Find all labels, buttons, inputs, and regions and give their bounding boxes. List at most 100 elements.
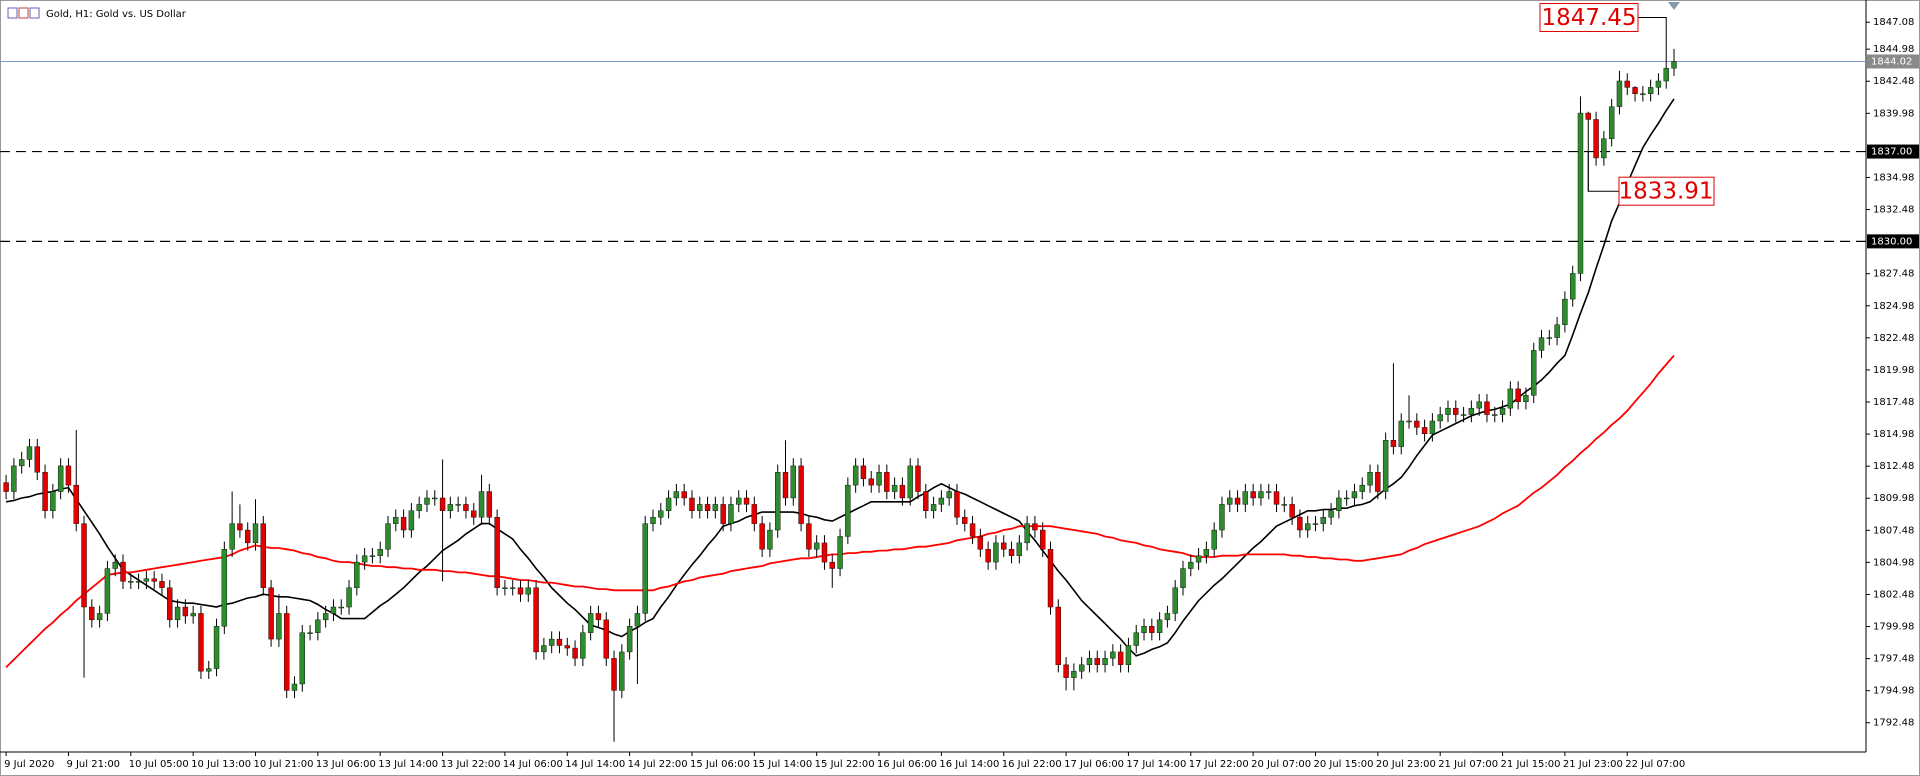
candle-body	[821, 542, 828, 563]
candle-body	[884, 472, 890, 492]
candle-body	[1608, 106, 1615, 139]
x-tick-label: 9 Jul 2020	[4, 759, 54, 770]
candle-body	[1312, 523, 1319, 525]
candle-body	[135, 581, 142, 583]
candle-body	[260, 523, 267, 588]
candle-body	[665, 497, 672, 511]
candle-body	[245, 529, 251, 544]
y-tick-label: 1812.48	[1873, 461, 1914, 472]
y-tick-label: 1839.98	[1873, 108, 1914, 119]
x-tick-label: 17 Jul 06:00	[1064, 759, 1124, 770]
y-tick-label: 1844.98	[1873, 44, 1914, 55]
candle-body	[1562, 298, 1568, 325]
x-tick-label: 9 Jul 21:00	[66, 759, 120, 770]
candle-body	[190, 613, 196, 617]
candle-body	[1211, 529, 1217, 550]
candle-body	[198, 613, 204, 672]
x-tick-label: 14 Jul 14:00	[565, 759, 625, 770]
x-tick-label: 17 Jul 22:00	[1189, 759, 1249, 770]
candle-body	[993, 542, 999, 563]
symbol-icon	[7, 7, 40, 19]
candle-body	[899, 484, 906, 499]
x-tick-label: 16 Jul 22:00	[1002, 759, 1062, 770]
candle-body	[322, 613, 329, 621]
candle-body	[1414, 420, 1420, 428]
candle-body	[502, 587, 508, 589]
candle-body	[806, 523, 812, 550]
y-tick-label: 1819.98	[1873, 365, 1914, 376]
x-tick-label: 15 Jul 14:00	[752, 759, 812, 770]
candle-body	[1343, 497, 1350, 500]
x-tick-label: 20 Jul 23:00	[1376, 759, 1436, 770]
candle-body	[1593, 119, 1599, 159]
candle-body	[221, 549, 228, 627]
candle-body	[533, 587, 539, 653]
candle-body	[1266, 491, 1272, 493]
candle-body	[1188, 561, 1194, 569]
candle-body	[50, 491, 56, 511]
candle-body	[541, 645, 547, 653]
candle-body	[1429, 420, 1436, 435]
candle-body	[1063, 664, 1069, 678]
candle-body	[167, 587, 173, 621]
candle-body	[439, 497, 446, 511]
candle-body	[1375, 472, 1381, 492]
candle-body	[767, 529, 773, 550]
candle-body	[237, 523, 243, 531]
candle-body	[447, 504, 454, 511]
candle-body	[868, 478, 874, 486]
y-tick-label: 1807.48	[1873, 525, 1914, 536]
candle-body	[977, 536, 984, 550]
candle-body	[268, 587, 274, 640]
candle-body	[1117, 651, 1124, 665]
candle-body	[650, 517, 656, 524]
candle-body	[510, 587, 516, 589]
candle-body	[1016, 542, 1023, 556]
x-tick-label: 16 Jul 14:00	[939, 759, 999, 770]
candle-body	[782, 472, 789, 499]
candle-body	[1569, 273, 1576, 300]
candle-body	[1094, 658, 1100, 665]
x-tick-label: 14 Jul 06:00	[503, 759, 563, 770]
candle-body	[728, 504, 734, 524]
x-tick-label: 20 Jul 15:00	[1313, 759, 1373, 770]
x-tick-label: 13 Jul 14:00	[378, 759, 438, 770]
candle-body	[736, 497, 742, 505]
candle-body	[743, 497, 750, 505]
candle-body	[494, 517, 500, 588]
candle-body	[1281, 504, 1288, 506]
candle-body	[1351, 491, 1358, 499]
candle-body	[1320, 517, 1326, 524]
candle-body	[860, 465, 867, 479]
candle-body	[463, 504, 469, 511]
candle-body	[697, 504, 703, 511]
candle-body	[174, 606, 181, 621]
y-tick-label: 1817.48	[1873, 397, 1914, 408]
candle-body	[1055, 606, 1061, 665]
x-tick-label: 17 Jul 14:00	[1126, 759, 1186, 770]
candle-body	[1008, 549, 1015, 556]
candle-body	[104, 568, 111, 614]
candle-body	[720, 504, 726, 524]
candle-body	[1484, 401, 1490, 415]
candle-body	[26, 446, 33, 460]
candle-body	[1078, 664, 1085, 672]
annotation-box	[1618, 176, 1715, 206]
candle-body	[1071, 670, 1077, 678]
y-tick-label: 1804.98	[1873, 557, 1914, 568]
candle-body	[3, 482, 9, 492]
candle-body	[143, 578, 150, 582]
y-tick-label: 1794.98	[1873, 686, 1914, 697]
candle-body	[548, 638, 555, 646]
candle-body	[946, 491, 952, 499]
candle-body	[1273, 491, 1280, 505]
x-tick-label: 14 Jul 22:00	[628, 759, 688, 770]
candle-body	[393, 517, 399, 524]
candle-body	[65, 465, 72, 486]
candle-body	[1460, 414, 1467, 416]
candle-body	[112, 561, 118, 569]
candle-body	[1585, 112, 1591, 120]
candle-body	[1133, 632, 1139, 646]
candle-body	[1297, 517, 1303, 531]
annotation-leader	[1638, 16, 1667, 61]
